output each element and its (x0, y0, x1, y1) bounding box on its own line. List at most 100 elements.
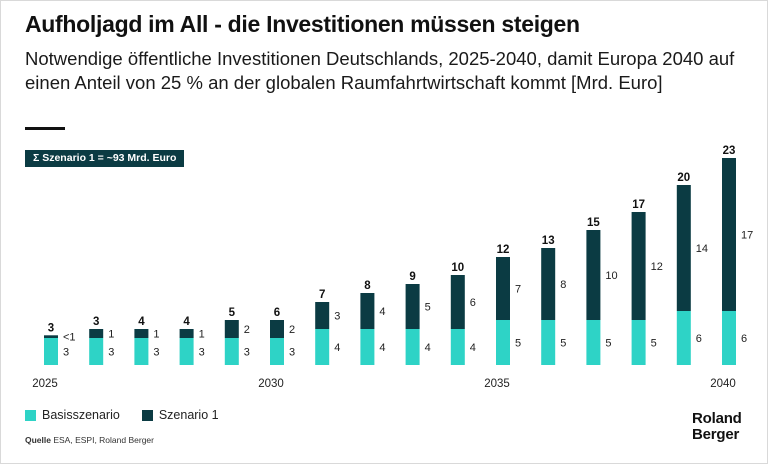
bar-base-2033 (405, 329, 420, 365)
label-scenario-2040: 17 (741, 230, 753, 242)
bar-base-2037 (586, 320, 601, 365)
bar-chart: 3<13202531331431432532620304374484594610… (32, 145, 753, 390)
label-scenario-2035: 7 (515, 284, 521, 296)
bar-scenario-2037 (586, 230, 601, 320)
label-scenario-2031: 3 (334, 311, 340, 323)
bar-scenario-2033 (405, 284, 420, 329)
bar-scenario-2032 (360, 293, 375, 329)
bar-scenario-2025 (44, 335, 58, 338)
label-total-2034: 10 (451, 262, 464, 274)
bar-scenario-2028 (179, 329, 194, 338)
label-base-2039: 6 (696, 333, 702, 345)
label-scenario-2028: 1 (199, 329, 205, 341)
label-scenario-2026: 1 (108, 329, 114, 341)
label-base-2027: 3 (153, 347, 159, 359)
label-total-2037: 15 (587, 217, 600, 229)
label-total-2028: 4 (183, 316, 190, 328)
bar-base-2034 (450, 329, 465, 365)
legend: Basisszenario Szenario 1 (25, 408, 241, 422)
legend-item-scenario: Szenario 1 (141, 408, 219, 422)
label-total-2036: 13 (542, 235, 555, 247)
logo-line-2: Berger (692, 426, 740, 443)
label-base-2028: 3 (199, 347, 205, 359)
bar-scenario-2040 (722, 158, 736, 311)
label-scenario-2039: 14 (696, 243, 708, 255)
label-base-2034: 4 (470, 342, 476, 354)
label-base-2031: 4 (334, 342, 340, 354)
label-base-2029: 3 (244, 347, 250, 359)
bar-base-2029 (224, 338, 239, 365)
label-total-2031: 7 (319, 289, 325, 301)
label-scenario-2036: 8 (560, 279, 566, 291)
label-total-2030: 6 (274, 307, 280, 319)
label-base-2040: 6 (741, 333, 747, 345)
legend-label-scenario: Szenario 1 (158, 408, 219, 422)
label-base-2030: 3 (289, 347, 295, 359)
label-scenario-2033: 5 (425, 302, 431, 314)
bar-scenario-2039 (676, 185, 691, 311)
bar-base-2026 (89, 338, 104, 365)
bar-base-2036 (541, 320, 556, 365)
legend-swatch-base (25, 409, 36, 421)
bar-scenario-2038 (631, 212, 646, 320)
label-total-2033: 9 (409, 271, 415, 283)
chart-title: Aufholjagd im All - die Investitionen mü… (25, 11, 580, 37)
label-scenario-2029: 2 (244, 324, 250, 336)
label-total-2035: 12 (497, 244, 510, 256)
legend-item-base: Basisszenario (25, 408, 120, 422)
label-base-2026: 3 (108, 347, 114, 359)
x-tick-2035: 2035 (484, 378, 510, 390)
bar-scenario-2030 (270, 320, 284, 338)
bar-base-2027 (134, 338, 149, 365)
label-base-2025: 3 (63, 347, 69, 359)
bar-scenario-2036 (541, 248, 556, 320)
bar-scenario-2027 (134, 329, 149, 338)
bar-scenario-2029 (224, 320, 239, 338)
label-base-2035: 5 (515, 338, 521, 350)
label-total-2026: 3 (93, 316, 99, 328)
legend-swatch-scenario (141, 409, 153, 421)
label-total-2032: 8 (364, 280, 371, 292)
chart-subtitle: Notwendige öffentliche Investitionen Deu… (25, 48, 735, 93)
bar-base-2039 (676, 311, 691, 365)
bar-base-2025 (44, 338, 58, 365)
source-text: ESA, ESPI, Roland Berger (50, 435, 154, 445)
source-note: Quelle ESA, ESPI, Roland Berger (25, 435, 154, 445)
bar-base-2030 (270, 338, 284, 365)
x-tick-2030: 2030 (258, 378, 284, 390)
label-total-2029: 5 (229, 307, 236, 319)
roland-berger-logo: Roland Berger (692, 411, 742, 443)
bar-base-2040 (722, 311, 736, 365)
label-scenario-2032: 4 (379, 306, 385, 318)
label-total-2025: 3 (48, 322, 54, 334)
label-base-2033: 4 (425, 342, 431, 354)
label-scenario-2025: <1 (63, 332, 76, 344)
label-base-2036: 5 (560, 338, 566, 350)
bar-base-2028 (179, 338, 194, 365)
bar-scenario-2035 (496, 257, 510, 320)
label-base-2038: 5 (651, 338, 657, 350)
bar-base-2035 (496, 320, 510, 365)
label-scenario-2034: 6 (470, 297, 476, 309)
label-scenario-2030: 2 (289, 324, 295, 336)
logo-line-1: Roland (692, 410, 742, 427)
bar-base-2038 (631, 320, 646, 365)
bar-base-2031 (315, 329, 330, 365)
legend-label-base: Basisszenario (42, 408, 120, 422)
label-scenario-2038: 12 (651, 261, 663, 273)
bar-scenario-2026 (89, 329, 104, 338)
bar-scenario-2031 (315, 302, 330, 329)
label-total-2040: 23 (723, 145, 736, 157)
scenario-sum-badge: Σ Szenario 1 = ~93 Mrd. Euro (25, 150, 185, 167)
label-total-2027: 4 (138, 316, 145, 328)
source-label: Quelle (25, 435, 51, 445)
bar-base-2032 (360, 329, 375, 365)
title-rule (25, 127, 65, 130)
label-base-2037: 5 (605, 338, 611, 350)
label-scenario-2037: 10 (605, 270, 617, 282)
label-total-2038: 17 (632, 199, 645, 211)
x-tick-2025: 2025 (32, 378, 58, 390)
label-scenario-2027: 1 (153, 329, 159, 341)
x-tick-2040: 2040 (710, 378, 736, 390)
